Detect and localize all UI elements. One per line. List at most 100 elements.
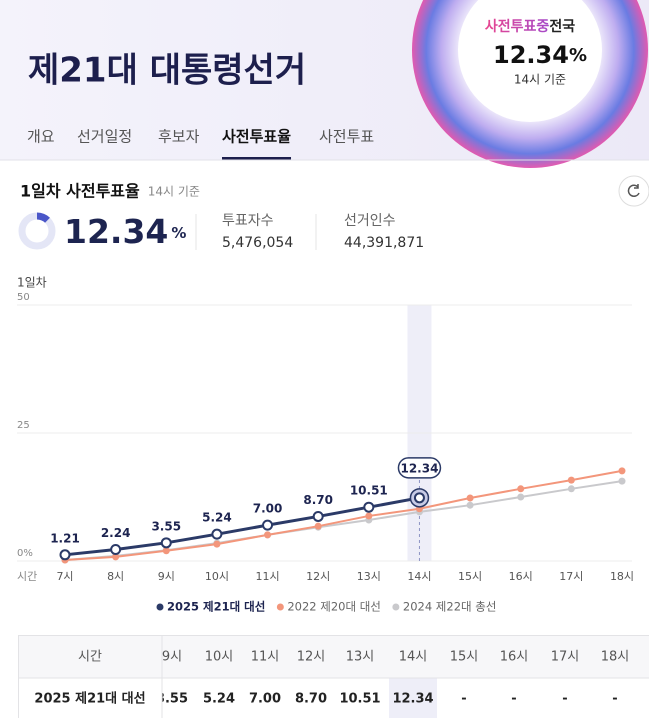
header-swirl-inner (458, 0, 602, 122)
tab[interactable]: 선거일정 (77, 128, 132, 146)
tab[interactable]: 후보자 (158, 128, 200, 146)
donut-arc (36, 212, 50, 224)
data-label: 5.24 (202, 511, 232, 525)
header-rate: 12.34 (493, 41, 569, 69)
tab[interactable]: 사전투표율 (222, 128, 291, 146)
table-cell: - (461, 692, 466, 707)
refresh-button[interactable] (618, 175, 649, 207)
data-point (618, 477, 626, 485)
data-label: 3.55 (151, 519, 181, 533)
y-tick-label: 25 (17, 420, 30, 431)
header-rate-row: 12.34% (493, 41, 587, 69)
data-point (517, 493, 525, 501)
data-label: 7.00 (253, 502, 283, 516)
x-tick-label: 15시 (458, 570, 482, 583)
data-point (314, 522, 322, 530)
data-label: 8.70 (303, 493, 333, 507)
x-tick-label: 16시 (509, 570, 533, 583)
stat-label: 선거인수 (344, 213, 396, 229)
stat-value: 44,391,871 (344, 235, 424, 251)
tab-underline (222, 157, 292, 160)
header-note: 14시 기준 (514, 73, 566, 87)
summary-rate: 12.34 (64, 212, 168, 251)
table-cell: 12.34 (392, 692, 433, 707)
stat-value: 5,476,054 (222, 235, 293, 251)
tab[interactable]: 사전투표 (319, 128, 374, 146)
data-point (567, 476, 575, 484)
y-tick-label: 50 (17, 292, 30, 303)
table-header: 18시 (601, 650, 630, 665)
table-header: 16시 (500, 650, 529, 665)
table-header: 13시 (346, 650, 375, 665)
legend-label: 2025 제21대 대선 (167, 600, 265, 614)
data-point (160, 537, 172, 549)
table-header: 12시 (297, 650, 326, 665)
table-cell: 3.55 (156, 692, 188, 707)
table-highlight (389, 678, 437, 718)
summary-note: 14시 기준 (148, 185, 200, 199)
data-point (264, 531, 272, 539)
series-line (64, 469, 623, 561)
table-cell: - (511, 692, 516, 707)
x-tick-label: 17시 (559, 570, 583, 583)
table-header: 15시 (450, 650, 479, 665)
x-tick-label: 8시 (107, 570, 124, 583)
legend-dot (156, 603, 164, 611)
data-point (517, 485, 525, 493)
table-header: 17시 (551, 650, 580, 665)
table-cell: - (562, 692, 567, 707)
data-point (262, 519, 274, 531)
data-point (59, 549, 71, 561)
data-point (466, 494, 474, 502)
summary-title: 1일차 사전투표율 (20, 182, 140, 201)
legend-dot (392, 603, 400, 611)
summary-rate-row: 12.34% (64, 212, 186, 251)
x-axis-label: 시간 (17, 570, 37, 583)
tab[interactable]: 개요 (27, 128, 55, 146)
table-header: 14시 (399, 650, 428, 665)
x-tick-label: 10시 (205, 570, 229, 583)
x-tick-label: 13시 (357, 570, 381, 583)
data-label: 12.34 (400, 461, 438, 475)
data-point (211, 528, 223, 540)
chart-subtitle: 1일차 (17, 276, 47, 290)
data-point (466, 501, 474, 509)
data-point (413, 492, 425, 504)
table-header: 10시 (205, 650, 234, 665)
summary-rate-unit: % (171, 224, 186, 242)
data-label: 2.24 (101, 526, 131, 540)
x-tick-label: 7시 (56, 570, 73, 583)
scope: 전국 (549, 18, 575, 35)
x-tick-label: 12시 (306, 570, 330, 583)
legend-label: 2024 제22대 총선 (403, 600, 497, 614)
data-point (162, 547, 170, 555)
page-title: 제21대 대통령선거 (28, 51, 306, 91)
table-cell: 7.00 (249, 692, 281, 707)
data-label: 1.21 (50, 531, 80, 545)
stat-label: 투표자수 (222, 213, 274, 229)
donut-track (18, 212, 56, 250)
x-tick-label: 14시 (407, 570, 431, 583)
table-header: 시간 (78, 650, 102, 665)
x-tick-label: 18시 (610, 570, 634, 583)
data-label: 10.51 (350, 484, 388, 498)
data-point (312, 510, 324, 522)
x-tick-label: 9시 (158, 570, 175, 583)
legend-dot (276, 603, 284, 611)
series-line (64, 496, 420, 557)
label-bubble (397, 457, 442, 479)
header-rate-unit: % (569, 45, 587, 66)
data-point (112, 553, 120, 561)
table-header: 11시 (251, 650, 280, 665)
first-col-head-bg (19, 636, 162, 678)
data-point (110, 544, 122, 556)
row-label: 2025 제21대 대선 (34, 691, 145, 707)
table-cell: 10.51 (339, 692, 380, 707)
data-point (363, 501, 375, 513)
refresh-icon (627, 184, 640, 197)
table-cell: 5.24 (203, 692, 235, 707)
table-cell: 8.70 (295, 692, 327, 707)
data-point (365, 512, 373, 520)
legend-label: 2022 제20대 대선 (287, 600, 381, 614)
